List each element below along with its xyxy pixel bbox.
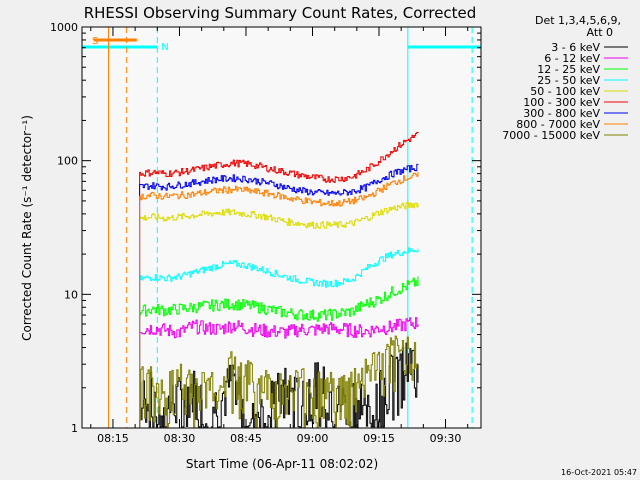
y-tick-label: 1000 — [50, 21, 78, 34]
x-tick-label: 09:30 — [430, 432, 462, 445]
series-50-100-kev — [139, 201, 419, 428]
y-tick-label: 100 — [57, 155, 78, 168]
x-tick-label: 08:30 — [164, 432, 196, 445]
series-100-300-kev — [139, 131, 419, 428]
series-line — [139, 276, 419, 428]
y-axis-label: Corrected Count Rate (s⁻¹ detector⁻¹) — [20, 115, 34, 341]
axes: 1 10 100 1000 08:15 08:30 08:45 09:00 09:15 09:30 — [50, 21, 482, 445]
legend-label: 7000 - 15000 keV — [502, 129, 600, 142]
legend-label: 50 - 100 keV — [530, 85, 600, 98]
legend-label: 12 - 25 keV — [537, 63, 600, 76]
footer-date: 16-Oct-2021 05:47 — [561, 468, 637, 477]
y-tick-label: 10 — [64, 288, 78, 301]
legend-label: 300 - 800 keV — [523, 107, 600, 120]
series-7000-15000-kev — [139, 335, 419, 428]
night-flag-label: N — [161, 42, 168, 53]
legend-label: 6 - 12 keV — [544, 52, 600, 65]
legend-header: Att 0 — [587, 26, 613, 39]
series-line — [139, 163, 419, 428]
saa-flag-label: S — [92, 36, 98, 47]
legend-label: 800 - 7000 keV — [516, 118, 600, 131]
x-axis-label: Start Time (06-Apr-11 08:02:02) — [186, 457, 378, 471]
chart-title: RHESSI Observing Summary Count Rates, Co… — [84, 4, 477, 22]
series-line — [139, 247, 419, 428]
flag-markers: SN — [82, 27, 481, 428]
x-tick-label: 09:15 — [363, 432, 395, 445]
series-800-7000-kev — [139, 172, 419, 428]
series-line — [139, 172, 419, 428]
legend-label: 100 - 300 keV — [523, 96, 600, 109]
legend-label: 25 - 50 keV — [537, 74, 600, 87]
plot-frame — [81, 26, 482, 429]
legend-label: 3 - 6 keV — [551, 41, 600, 54]
series-line — [139, 131, 419, 428]
series-25-50-kev — [139, 247, 419, 428]
x-tick-label: 09:00 — [297, 432, 329, 445]
series-line — [139, 335, 419, 428]
x-tick-label: 08:45 — [230, 432, 262, 445]
series-300-800-kev — [139, 163, 419, 428]
legend-header: Det 1,3,4,5,6,9, — [535, 14, 621, 27]
series-layer — [139, 131, 419, 429]
x-tick-label: 08:15 — [97, 432, 129, 445]
series-line — [139, 201, 419, 428]
y-tick-label: 1 — [71, 422, 78, 435]
series-12-25-kev — [139, 276, 419, 428]
series-6-12-kev — [139, 317, 419, 428]
series-line — [139, 317, 419, 428]
